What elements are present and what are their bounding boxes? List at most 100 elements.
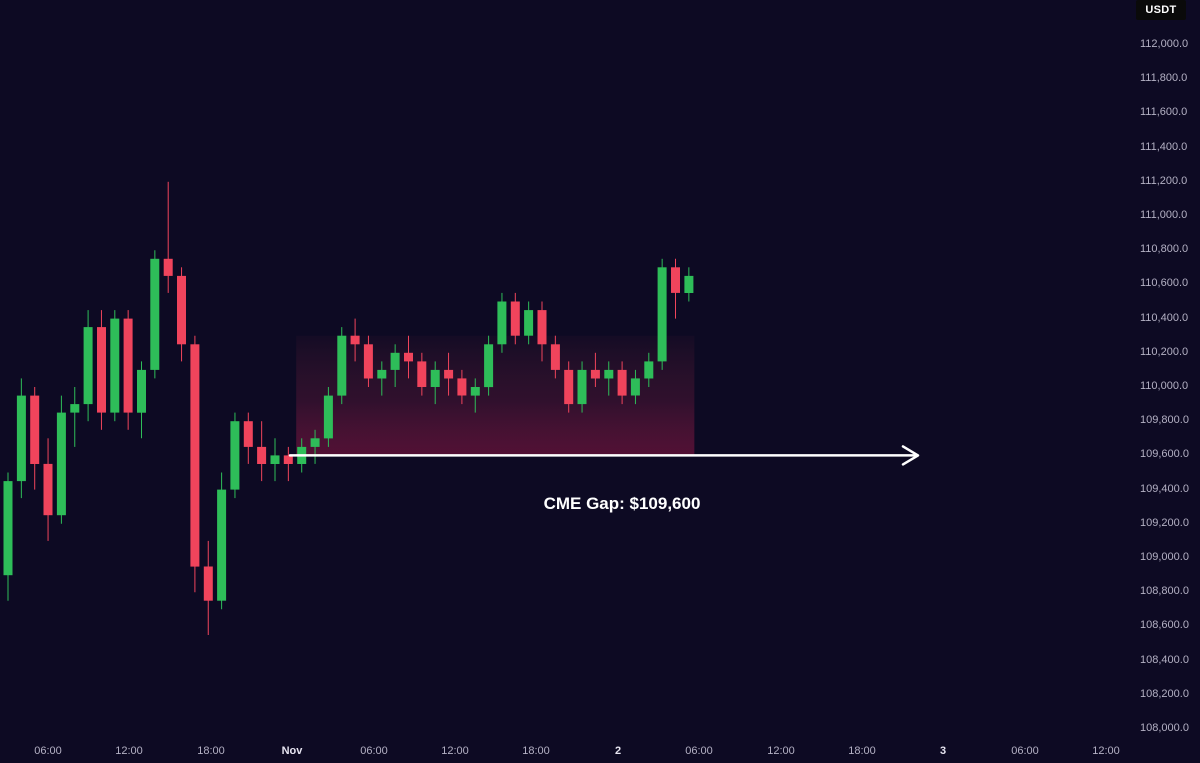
price-tick-label: 110,600.0 (1140, 277, 1189, 289)
candle (283, 446, 293, 482)
candle-body (684, 275, 694, 293)
candle-body (484, 344, 494, 388)
price-tick-label: 112,000.0 (1140, 38, 1189, 50)
candle (83, 310, 93, 422)
price-tick-label: 111,800.0 (1140, 72, 1188, 84)
candle-body (457, 378, 467, 396)
candle-body (70, 404, 80, 413)
candle (390, 344, 400, 387)
price-tick-label: 108,400.0 (1140, 654, 1189, 666)
candle-body (444, 369, 454, 379)
candle (550, 335, 560, 379)
candle (16, 378, 26, 499)
candle (590, 352, 600, 387)
candle (430, 361, 440, 405)
time-tick-label: 12:00 (1092, 745, 1120, 757)
candle-body (537, 310, 547, 345)
candle (577, 361, 587, 413)
time-tick-label: 12:00 (441, 745, 469, 757)
price-tick-label: 110,400.0 (1140, 312, 1189, 324)
candle-body (110, 318, 120, 413)
quote-currency-badge[interactable]: USDT (1136, 0, 1186, 20)
candle (190, 335, 200, 593)
price-tick-label: 108,200.0 (1140, 688, 1189, 700)
candle (484, 335, 494, 396)
price-tick-label: 108,800.0 (1140, 585, 1189, 597)
candle-body (657, 267, 667, 362)
time-axis[interactable]: 06:00 12:00 18:00 Nov 06:00 12:00 18:00 2 06:00 1… (0, 743, 1200, 763)
candle (110, 310, 120, 422)
candle (43, 438, 53, 541)
candle-body (310, 438, 320, 447)
candle-body (644, 361, 654, 379)
candle (417, 352, 427, 396)
candle-body (323, 395, 333, 439)
candle-body (150, 258, 160, 370)
candle (644, 352, 654, 387)
price-tick-label: 111,000.0 (1140, 209, 1188, 221)
candle (217, 472, 227, 610)
candle (404, 335, 413, 379)
candle (671, 258, 680, 319)
price-tick-label: 110,800.0 (1140, 243, 1189, 255)
candle (97, 310, 106, 430)
candle (150, 250, 160, 379)
cme-gap-annotation[interactable]: CME Gap: $109,600 (288, 445, 920, 513)
price-tick-label: 109,600.0 (1140, 448, 1189, 460)
price-axis[interactable]: 112,000.0 111,800.0 111,600.0 111,400.0 111,… (1138, 0, 1200, 763)
candle-body (16, 395, 26, 482)
candle (684, 267, 694, 302)
candle-body (590, 369, 600, 379)
price-tick-label: 108,000.0 (1140, 722, 1189, 734)
candle-body (43, 463, 53, 516)
candle-body (283, 455, 293, 464)
candle (350, 318, 360, 362)
time-tick-label-major: 3 (939, 745, 947, 757)
price-tick-label: 109,800.0 (1140, 414, 1189, 426)
price-tick-label: 109,400.0 (1140, 483, 1189, 495)
candle-body (56, 412, 66, 516)
candle-body (564, 369, 574, 405)
candle-body (123, 318, 133, 413)
candle (537, 301, 547, 362)
arrow-head-icon (901, 445, 920, 466)
candle (323, 387, 333, 447)
candle (524, 301, 534, 345)
time-tick-label: 18:00 (848, 745, 876, 757)
candle-body (83, 327, 93, 405)
candle-body (97, 327, 106, 413)
candle (470, 378, 480, 413)
candle (497, 292, 507, 353)
candle-body (243, 421, 253, 447)
candle-body (163, 258, 173, 276)
candle (564, 361, 574, 413)
price-tick-label: 111,200.0 (1140, 175, 1188, 187)
time-tick-label: 06:00 (1011, 745, 1039, 757)
candle-body (190, 344, 200, 567)
candle (630, 369, 640, 405)
price-tick-label: 108,600.0 (1140, 619, 1189, 631)
price-tick-label: 109,000.0 (1140, 551, 1189, 563)
price-tick-label: 109,200.0 (1140, 517, 1189, 529)
candle-body (217, 489, 227, 601)
time-tick-label: 12:00 (767, 745, 795, 757)
candle (337, 327, 347, 405)
candle (203, 540, 213, 635)
candle (56, 395, 66, 524)
price-tick-label: 111,400.0 (1140, 141, 1188, 153)
candle-body (203, 566, 213, 601)
time-tick-label: 06:00 (685, 745, 713, 757)
candle (123, 310, 133, 430)
time-tick-label: 06:00 (34, 745, 62, 757)
candle (377, 361, 387, 396)
candle (444, 352, 454, 396)
candle (230, 412, 240, 499)
candle-body (497, 301, 507, 345)
candle-body (30, 395, 40, 464)
candle (270, 438, 280, 482)
time-tick-label: 06:00 (360, 745, 388, 757)
candle (30, 387, 40, 490)
candle-body (671, 267, 680, 293)
time-tick-label: 18:00 (197, 745, 225, 757)
